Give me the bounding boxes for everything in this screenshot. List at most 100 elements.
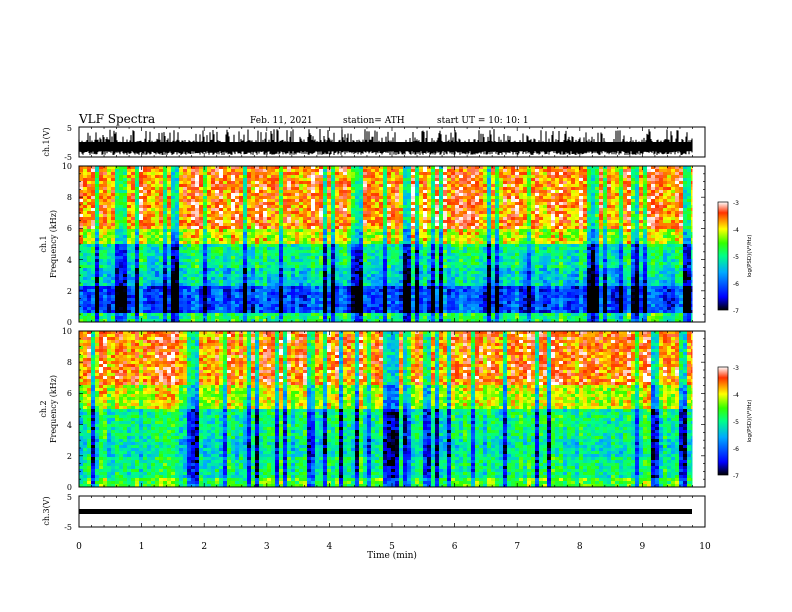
spectrogram-cell	[131, 244, 135, 247]
spectrogram-cell	[427, 166, 431, 169]
spectrogram-cell	[319, 253, 323, 256]
spectrogram-cell	[427, 175, 431, 178]
spectrogram-cell	[315, 244, 319, 247]
spectrogram-cell	[391, 304, 395, 307]
spectrogram-cell	[223, 301, 227, 304]
spectrogram-cell	[255, 199, 259, 202]
spectrogram-cell	[439, 232, 443, 235]
spectrogram-cell	[347, 202, 351, 205]
spectrogram-cell	[371, 226, 375, 229]
spectrogram-cell	[299, 298, 303, 301]
spectrogram-cell	[295, 286, 299, 289]
spectrogram-cell	[99, 166, 103, 169]
spectrogram-cell	[271, 304, 275, 307]
spectrogram-cell	[179, 274, 183, 277]
spectrogram-cell	[391, 229, 395, 232]
spectrogram-cell	[155, 259, 159, 262]
spectrogram-cell	[251, 187, 255, 190]
spectrogram-cell	[103, 283, 107, 286]
spectrogram-cell	[115, 247, 119, 250]
spectrogram-cell	[83, 205, 87, 208]
spectrogram-cell	[443, 235, 447, 238]
spectrogram-cell	[403, 274, 407, 277]
spectrogram-cell	[363, 301, 367, 304]
spectrogram-cell	[167, 175, 171, 178]
spectrogram-cell	[211, 238, 215, 241]
spectrogram-cell	[283, 229, 287, 232]
spectrogram-cell	[171, 229, 175, 232]
spectrogram-cell	[291, 259, 295, 262]
spectrogram-cell	[127, 280, 131, 283]
spectrogram-cell	[183, 280, 187, 283]
spectrogram-cell	[215, 172, 219, 175]
spectrogram-cell	[219, 262, 223, 265]
spectrogram-cell	[387, 286, 391, 289]
spectrogram-cell	[211, 259, 215, 262]
spectrogram-cell	[167, 205, 171, 208]
spectrogram-cell	[195, 265, 199, 268]
spectrogram-cell	[275, 298, 279, 301]
spectrogram-cell	[195, 259, 199, 262]
spectrogram-cell	[159, 235, 163, 238]
spectrogram-cell	[415, 223, 419, 226]
spectrogram-cell	[343, 289, 347, 292]
spectrogram-cell	[335, 166, 339, 169]
spectrogram-cell	[319, 286, 323, 289]
spectrogram-cell	[343, 172, 347, 175]
spectrogram-cell	[247, 190, 251, 193]
spectrogram-cell	[355, 199, 359, 202]
spectrogram-cell	[87, 169, 91, 172]
spectrogram-cell	[87, 184, 91, 187]
spectrogram-cell	[83, 184, 87, 187]
spectrogram-cell	[347, 220, 351, 223]
spectrogram-cell	[243, 289, 247, 292]
spectrogram-cell	[399, 283, 403, 286]
spectrogram-cell	[331, 223, 335, 226]
spectrogram-cell	[127, 217, 131, 220]
spectrogram-cell	[179, 304, 183, 307]
spectrogram-cell	[407, 169, 411, 172]
spectrogram-cell	[303, 190, 307, 193]
spectrogram-cell	[99, 178, 103, 181]
spectrogram-cell	[211, 226, 215, 229]
spectrogram-cell	[115, 211, 119, 214]
spectrogram-cell	[179, 202, 183, 205]
spectrogram-cell	[247, 217, 251, 220]
spectrogram-cell	[275, 262, 279, 265]
spectrogram-cell	[411, 184, 415, 187]
spectrogram-cell	[163, 283, 167, 286]
spectrogram-cell	[383, 313, 387, 316]
spectrogram-cell	[315, 217, 319, 220]
spectrogram-cell	[187, 298, 191, 301]
spectrogram-cell	[387, 238, 391, 241]
spectrogram-cell	[163, 205, 167, 208]
spectrogram-cell	[111, 280, 115, 283]
spectrogram-cell	[327, 298, 331, 301]
spectrogram-cell	[103, 232, 107, 235]
spectrogram-cell	[87, 271, 91, 274]
spectrogram-cell	[271, 217, 275, 220]
spectrogram-cell	[443, 295, 447, 298]
spectrogram-cell	[235, 313, 239, 316]
spectrogram-cell	[271, 175, 275, 178]
spectrogram-cell	[287, 214, 291, 217]
spectrogram-cell	[83, 169, 87, 172]
spectrogram-cell	[151, 208, 155, 211]
spectrogram-cell	[391, 301, 395, 304]
spectrogram-cell	[327, 301, 331, 304]
spectrogram-cell	[311, 178, 315, 181]
spectrogram-cell	[351, 175, 355, 178]
spectrogram-cell	[335, 313, 339, 316]
spectrogram-cell	[223, 208, 227, 211]
spectrogram-cell	[427, 226, 431, 229]
spectrogram-cell	[335, 292, 339, 295]
spectrogram-cell	[195, 193, 199, 196]
spectrogram-cell	[119, 232, 123, 235]
spectrogram-cell	[327, 220, 331, 223]
spectrogram-cell	[119, 196, 123, 199]
spectrogram-cell	[187, 292, 191, 295]
spectrogram-cell	[375, 271, 379, 274]
spectrogram-cell	[387, 229, 391, 232]
spectrogram-cell	[203, 247, 207, 250]
spectrogram-cell	[435, 301, 439, 304]
